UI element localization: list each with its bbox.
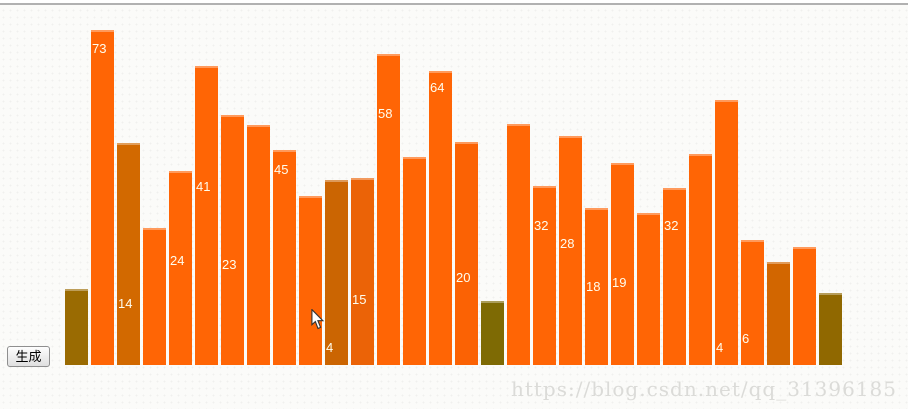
bar [585,208,608,365]
bar [273,150,296,365]
bar-value-label: 19 [612,274,627,290]
bar [559,136,582,365]
bar-value-label: 18 [586,279,601,295]
bar [455,142,478,365]
window-top-border [0,3,908,5]
bar [507,124,530,365]
bar-value-label: 41 [196,179,211,195]
bar [117,143,140,365]
bar [221,115,244,365]
generate-button[interactable]: 生成 [7,346,50,367]
bar-value-label: 32 [664,218,679,234]
bar-value-label: 4 [716,339,724,355]
bar [637,213,660,365]
bar-value-label: 73 [92,40,107,56]
bar-value-label: 23 [222,257,237,273]
bar [663,188,686,365]
bar [351,178,374,365]
bar [689,154,712,365]
bar-value-label: 14 [118,296,133,312]
bar [611,163,634,365]
bar [533,186,556,365]
bar [403,157,426,365]
bar [65,289,88,365]
bar [169,171,192,365]
bar [143,228,166,365]
bar [481,301,504,365]
bar [325,180,348,365]
bar [195,66,218,365]
bar-value-label: 58 [378,105,393,121]
bar-value-label: 24 [170,253,185,269]
bar [715,100,738,365]
bar-value-label: 32 [534,218,549,234]
bar [299,196,322,365]
bar [429,71,452,365]
bar [91,30,114,365]
bar [377,54,400,365]
bar-value-label: 4 [326,339,334,355]
bar [247,125,270,365]
bar [767,262,790,365]
bar-value-label: 20 [456,270,471,286]
bar-value-label: 6 [742,331,750,347]
bar-value-label: 28 [560,235,575,251]
top-white-strip [0,0,908,3]
bar [819,293,842,365]
bar-value-label: 45 [274,162,289,178]
watermark-text: https://blog.csdn.net/qq_31396185 [510,377,897,401]
bar [793,247,816,365]
bar-value-label: 64 [430,79,445,95]
bar [741,240,764,365]
bar-value-label: 15 [352,292,367,308]
